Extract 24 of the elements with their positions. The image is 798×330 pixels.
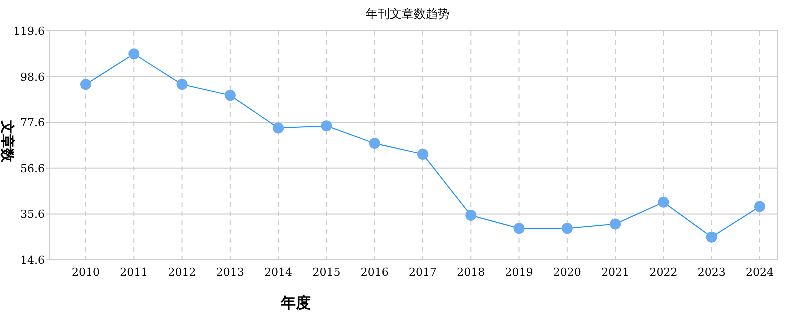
- x-tick-label: 2015: [312, 266, 341, 279]
- x-tick-label: 2019: [505, 266, 534, 279]
- x-tick-label: 2021: [602, 266, 630, 279]
- y-tick-label: 77.6: [20, 116, 45, 130]
- y-tick-label: 35.6: [20, 208, 45, 222]
- y-tick-label: 98.6: [20, 70, 45, 84]
- x-tick-label: 2016: [360, 266, 389, 279]
- y-axis-title: 文章数: [0, 120, 16, 164]
- x-tick-label: 2020: [553, 266, 582, 279]
- x-tick-label: 2017: [409, 266, 437, 279]
- x-tick-label: 2023: [698, 266, 726, 279]
- x-tick-label: 2013: [216, 266, 244, 279]
- x-tick-label: 2022: [650, 266, 678, 279]
- x-tick-label: 2011: [120, 266, 148, 279]
- chart-title: 年刊文章数趋势: [366, 7, 450, 21]
- y-tick-label: 14.6: [20, 254, 45, 267]
- x-tick-label: 2024: [746, 266, 774, 279]
- x-tick-label: 2018: [457, 266, 486, 279]
- x-tick-label: 2014: [264, 266, 293, 279]
- x-axis-title: 年度: [280, 294, 311, 312]
- y-tick-label: 119.6: [14, 25, 45, 38]
- x-tick-label: 2012: [168, 266, 196, 279]
- y-tick-label: 56.6: [20, 162, 45, 176]
- x-tick-label: 2010: [72, 266, 100, 279]
